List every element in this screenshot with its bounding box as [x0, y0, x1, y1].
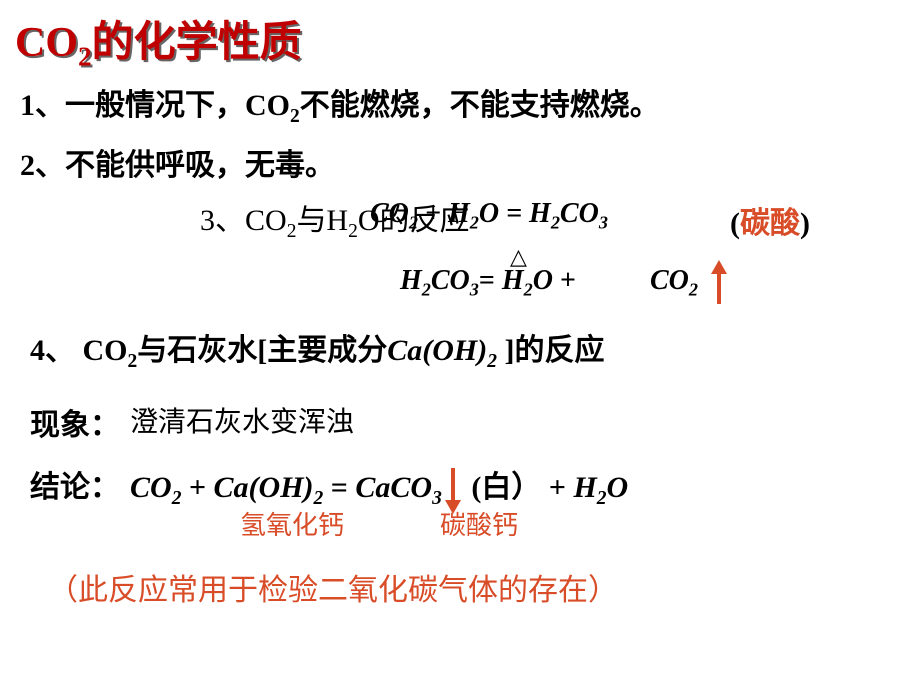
- carbonic-acid-label: (碳酸): [730, 198, 810, 242]
- slide-title: CO2的化学性质: [15, 8, 302, 72]
- co2-gas-product: CO2: [650, 265, 698, 301]
- conclusion-label: 结论：: [30, 462, 120, 506]
- up-arrow-icon: [712, 260, 726, 304]
- label-caoh2: 氢氧化钙: [240, 505, 344, 542]
- equation-h2co3-decompose: H2CO3= H2O +: [400, 265, 576, 301]
- point-1: 1、一般情况下，CO2不能燃烧，不能支持燃烧。: [20, 80, 660, 128]
- equation-co2-caoh2: CO2 + Ca(OH)2 = CaCO3 (白） + H2O: [130, 462, 628, 512]
- point-2: 2、不能供呼吸，无毒。: [20, 140, 335, 184]
- label-caco3: 碳酸钙: [440, 505, 518, 542]
- point-4: 4、 CO2与石灰水[主要成分Ca(OH)2 ]的反应: [30, 325, 605, 373]
- usage-note: （此反应常用于检验二氧化碳气体的存在）: [48, 565, 618, 609]
- equation-co2-h2o: CO2 + H2O = H2CO3: [370, 198, 608, 234]
- phenomenon-label: 现象：: [30, 400, 120, 444]
- phenomenon-text: 澄清石灰水变浑浊: [130, 400, 354, 440]
